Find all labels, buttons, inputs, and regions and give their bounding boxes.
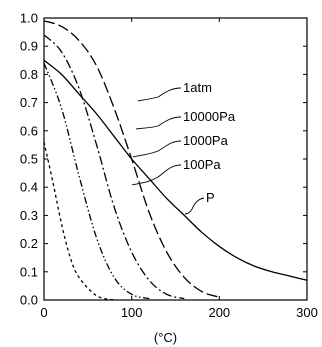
series-p-leader	[184, 197, 205, 215]
y-tick-label: 0.3	[20, 208, 38, 223]
series-10000pa-line	[43, 34, 185, 300]
series-10000pa-label: 10000Pa	[183, 109, 236, 124]
series-1atm-label: 1atm	[183, 80, 212, 95]
series-100pa-leader	[131, 164, 182, 186]
y-tick-label: 0.1	[20, 264, 38, 279]
series-100pa-label: 100Pa	[183, 157, 221, 172]
x-axis-label: (°C)	[154, 330, 177, 345]
series-1000pa-line	[43, 62, 150, 300]
y-tick-label: 0.9	[20, 39, 38, 54]
y-tick-label: 0.6	[20, 123, 38, 138]
series-1atm-leader	[137, 87, 182, 102]
y-tick-label: 0.0	[20, 293, 38, 308]
y-tick-label: 0.5	[20, 152, 38, 167]
plot-frame	[43, 17, 308, 301]
x-tick-label: 100	[121, 305, 143, 320]
x-tick-label: 0	[40, 305, 47, 320]
x-tick-label: 300	[296, 305, 318, 320]
series-p-line	[43, 59, 308, 281]
y-tick-label: 0.8	[20, 67, 38, 82]
series-p-label: P	[206, 190, 215, 205]
series-10000pa-leader	[135, 116, 182, 130]
series-1000pa-leader	[132, 140, 182, 158]
y-tick-label: 0.7	[20, 95, 38, 110]
series-1000pa-label: 1000Pa	[183, 133, 229, 148]
series-100pa-line	[43, 141, 115, 301]
y-tick-label: 0.4	[20, 180, 38, 195]
y-tick-label: 1.0	[20, 11, 38, 26]
x-tick-label: 200	[208, 305, 230, 320]
y-tick-label: 0.2	[20, 236, 38, 251]
